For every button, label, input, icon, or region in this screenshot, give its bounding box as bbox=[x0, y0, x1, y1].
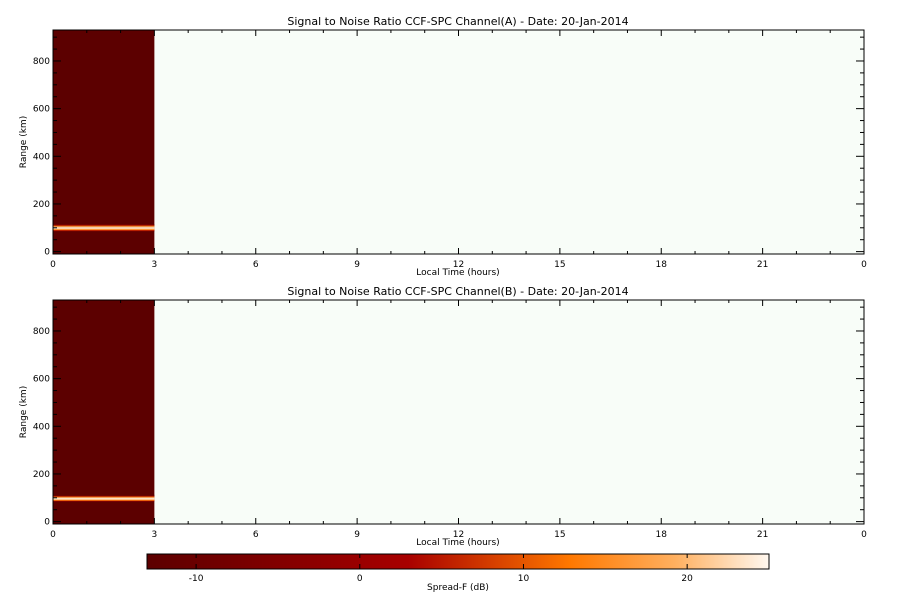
panel-a-plot-area bbox=[52, 29, 865, 255]
colorbar-tick-label: 10 bbox=[518, 574, 530, 584]
panel-b-title: Signal to Noise Ratio CCF-SPC Channel(B)… bbox=[287, 285, 628, 298]
y-tick-label: 0 bbox=[44, 248, 50, 258]
heatmap-echo-cell bbox=[53, 498, 155, 500]
x-tick-label: 15 bbox=[554, 530, 565, 540]
y-tick-label: 600 bbox=[33, 375, 50, 385]
heatmap-echo-cell bbox=[53, 500, 155, 502]
x-tick-label: 12 bbox=[453, 260, 464, 270]
x-tick-label: 21 bbox=[757, 530, 768, 540]
colorbar-label: Spread-F (dB) bbox=[427, 583, 489, 593]
x-tick-label: 18 bbox=[656, 260, 668, 270]
heatmap-echo-cell bbox=[53, 226, 155, 227]
heatmap-echo-cell bbox=[53, 224, 155, 226]
x-tick-label: 0 bbox=[861, 530, 867, 540]
heatmap-echo-cell bbox=[53, 229, 155, 231]
y-tick-label: 800 bbox=[33, 57, 50, 67]
panel-a-title: Signal to Noise Ratio CCF-SPC Channel(A)… bbox=[287, 15, 628, 28]
panel-a: Signal to Noise Ratio CCF-SPC Channel(A)… bbox=[19, 15, 867, 278]
y-tick-label: 0 bbox=[44, 518, 50, 528]
heatmap-echo-cell bbox=[53, 499, 155, 501]
heatmap-echo-cell bbox=[53, 230, 155, 232]
colorbar: -10 0 10 20 Spread-F (dB) bbox=[146, 553, 770, 593]
heatmap-echo-cell bbox=[53, 495, 155, 497]
colorbar-gradient bbox=[146, 553, 770, 570]
panel-b-heatmap bbox=[53, 300, 155, 524]
x-tick-label: 0 bbox=[50, 260, 56, 270]
heatmap-echo-cell bbox=[53, 225, 155, 226]
heatmap-echo-cell bbox=[53, 498, 155, 499]
heatmap-echo-cell bbox=[53, 496, 155, 498]
x-tick-label: 15 bbox=[554, 260, 565, 270]
x-tick-label: 3 bbox=[152, 260, 158, 270]
y-tick-label: 400 bbox=[33, 422, 50, 432]
y-tick-label: 800 bbox=[33, 327, 50, 337]
x-tick-label: 6 bbox=[253, 530, 259, 540]
colorbar-ticks: -10 0 10 20 bbox=[189, 554, 693, 584]
heatmap-echo-cell bbox=[53, 497, 155, 498]
heatmap-echo-cell bbox=[53, 224, 155, 225]
x-tick-label: 0 bbox=[50, 530, 56, 540]
x-tick-label: 18 bbox=[656, 530, 668, 540]
heatmap-echo-cell bbox=[53, 499, 155, 501]
panel-frame bbox=[52, 299, 865, 525]
heatmap-echo-cell bbox=[53, 228, 155, 230]
panel-b-ylabel: Range (km) bbox=[19, 386, 29, 438]
x-tick-label: 21 bbox=[757, 260, 768, 270]
heatmap-echo-cell bbox=[53, 497, 155, 499]
heatmap-echo-cell bbox=[53, 226, 155, 228]
panel-b-xlabel: Local Time (hours) bbox=[416, 538, 499, 548]
y-tick-label: 200 bbox=[33, 200, 50, 210]
heatmap-background-cell bbox=[53, 300, 155, 524]
colorbar-tick-label: -10 bbox=[189, 574, 204, 584]
panel-a-ylabel: Range (km) bbox=[19, 116, 29, 168]
x-tick-label: 0 bbox=[861, 260, 867, 270]
panel-frame bbox=[52, 29, 865, 255]
heatmap-echo-cell bbox=[53, 500, 155, 502]
x-tick-label: 3 bbox=[152, 530, 158, 540]
panel-b-plot-area bbox=[52, 299, 865, 525]
heatmap-echo-cell bbox=[53, 494, 155, 496]
x-tick-label: 12 bbox=[453, 530, 464, 540]
y-tick-label: 400 bbox=[33, 152, 50, 162]
heatmap-echo-cell bbox=[53, 227, 155, 229]
panel-a-xlabel: Local Time (hours) bbox=[416, 268, 499, 278]
panel-a-heatmap bbox=[53, 30, 155, 254]
y-tick-label: 600 bbox=[33, 105, 50, 115]
heatmap-echo-cell bbox=[53, 227, 155, 228]
heatmap-echo-cell bbox=[53, 496, 155, 497]
colorbar-tick-label: 0 bbox=[357, 574, 363, 584]
x-tick-label: 9 bbox=[354, 260, 360, 270]
heatmap-echo-cell bbox=[53, 230, 155, 232]
heatmap-echo-cell bbox=[53, 228, 155, 230]
x-tick-label: 9 bbox=[354, 530, 360, 540]
heatmap-echo-cell bbox=[53, 495, 155, 496]
heatmap-echo-cell bbox=[53, 225, 155, 227]
heatmap-background-cell bbox=[53, 30, 155, 254]
y-tick-label: 200 bbox=[33, 470, 50, 480]
colorbar-tick-label: 20 bbox=[681, 574, 693, 584]
x-tick-label: 6 bbox=[253, 260, 259, 270]
heatmap-echo-cell bbox=[53, 498, 155, 500]
heatmap-echo-cell bbox=[53, 228, 155, 229]
heatmap-echo-cell bbox=[53, 229, 155, 231]
panel-b: Signal to Noise Ratio CCF-SPC Channel(B)… bbox=[19, 285, 867, 548]
